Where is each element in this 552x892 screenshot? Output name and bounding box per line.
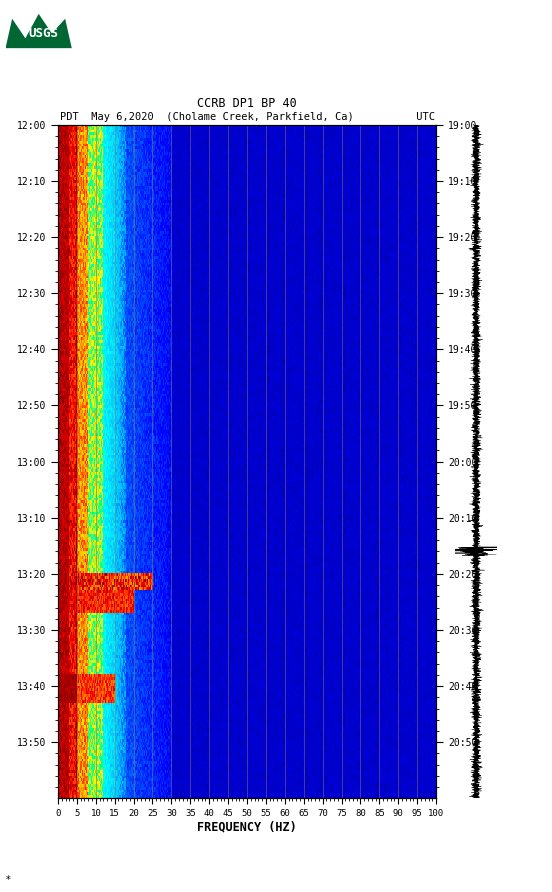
X-axis label: FREQUENCY (HZ): FREQUENCY (HZ) bbox=[197, 821, 297, 833]
Text: USGS: USGS bbox=[29, 27, 59, 40]
Text: *: * bbox=[6, 875, 10, 885]
Polygon shape bbox=[6, 13, 72, 48]
Text: PDT  May 6,2020  (Cholame Creek, Parkfield, Ca)          UTC: PDT May 6,2020 (Cholame Creek, Parkfield… bbox=[60, 112, 435, 122]
Text: CCRB DP1 BP 40: CCRB DP1 BP 40 bbox=[198, 97, 297, 111]
